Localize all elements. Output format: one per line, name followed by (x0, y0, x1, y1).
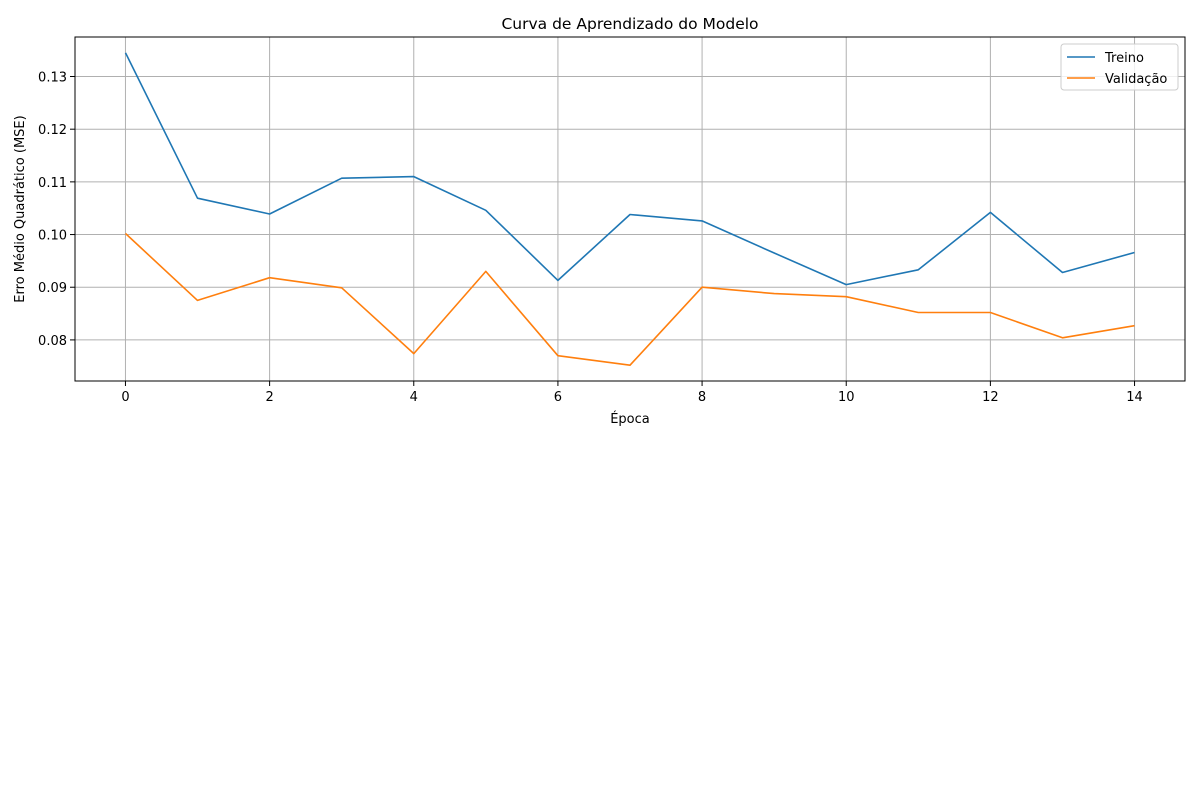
series-line-treino (124, 52, 1135, 286)
x-tick-label: 2 (265, 390, 273, 405)
x-tick-label: 0 (121, 390, 129, 405)
legend: Treino Validação (1060, 43, 1179, 91)
y-tick-label: 0.11 (38, 176, 67, 191)
ticks: 0 2 4 6 8 10 12 14 0.08 0.09 0.10 0.11 0.12 0.13 (38, 71, 1143, 405)
y-axis-label: Erro Médio Quadrático (MSE) (13, 115, 28, 302)
x-axis-label: Época (610, 411, 650, 427)
series-line-validacao (124, 232, 1135, 367)
y-tick-label: 0.12 (38, 123, 67, 138)
chart-title: Curva de Aprendizado do Modelo (501, 15, 758, 33)
y-tick-label: 0.09 (38, 281, 67, 296)
x-tick-label: 6 (554, 390, 562, 405)
plot-frame (74, 36, 1186, 382)
legend-label: Treino (1104, 51, 1144, 66)
y-tick-label: 0.13 (38, 71, 67, 86)
series-lines (124, 52, 1135, 367)
legend-label: Validação (1105, 72, 1167, 87)
x-tick-label: 12 (982, 390, 999, 405)
x-tick-label: 8 (698, 390, 706, 405)
x-tick-label: 4 (410, 390, 418, 405)
y-tick-label: 0.10 (38, 229, 67, 244)
x-tick-label: 10 (838, 390, 855, 405)
y-tick-label: 0.08 (38, 334, 67, 349)
grid (75, 37, 1185, 381)
x-tick-label: 14 (1126, 390, 1143, 405)
